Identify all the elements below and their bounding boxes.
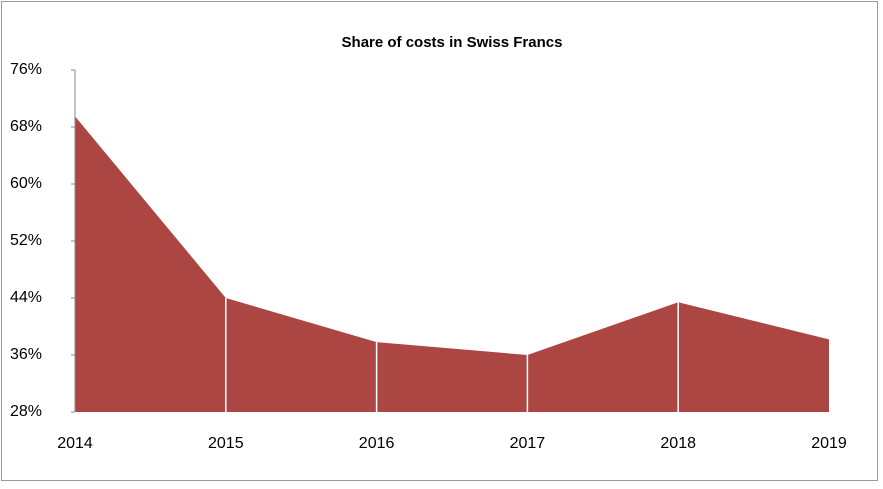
y-tick-label: 28% [10,403,42,420]
y-tick-label: 36% [10,346,42,363]
y-tick-label: 76% [10,61,42,78]
y-tick-label: 52% [10,232,42,249]
y-tick-label: 68% [10,118,42,135]
y-tick-label: 60% [10,175,42,192]
chart-title: Share of costs in Swiss Francs [342,34,563,51]
x-tick-label: 2019 [811,435,847,452]
x-tick-label: 2016 [359,435,395,452]
x-tick-label: 2014 [57,435,93,452]
x-tick-label: 2015 [208,435,244,452]
y-tick-label: 44% [10,289,42,306]
x-tick-label: 2017 [510,435,546,452]
x-tick-label: 2018 [660,435,696,452]
area [75,116,829,412]
